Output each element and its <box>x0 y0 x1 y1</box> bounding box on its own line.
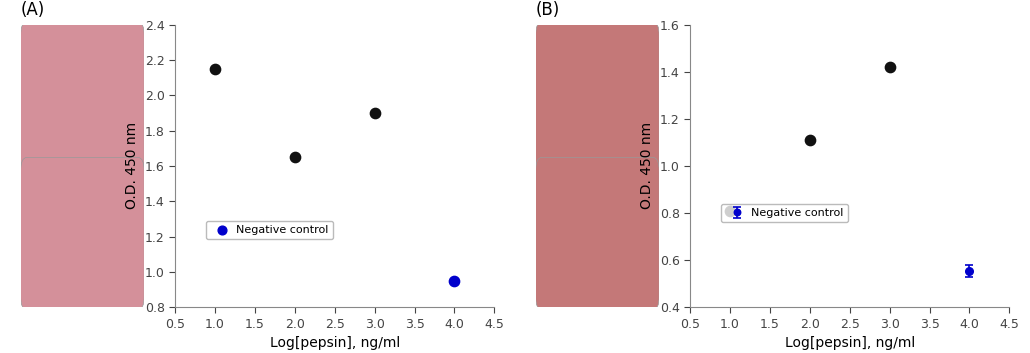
Negative control <box>446 278 462 283</box>
Point <box>207 66 224 72</box>
FancyBboxPatch shape <box>21 22 144 174</box>
FancyBboxPatch shape <box>21 157 144 310</box>
FancyBboxPatch shape <box>536 157 659 310</box>
Point <box>801 137 818 143</box>
FancyBboxPatch shape <box>536 22 659 174</box>
Point <box>286 154 303 160</box>
Text: (A): (A) <box>21 1 45 19</box>
Y-axis label: O.D. 450 nm: O.D. 450 nm <box>640 122 654 209</box>
X-axis label: Log[pepsin], ng/ml: Log[pepsin], ng/ml <box>270 336 400 350</box>
Y-axis label: O.D. 450 nm: O.D. 450 nm <box>125 122 139 209</box>
Legend: Negative control: Negative control <box>206 221 333 239</box>
Legend: Negative control: Negative control <box>721 204 848 222</box>
X-axis label: Log[pepsin], ng/ml: Log[pepsin], ng/ml <box>785 336 915 350</box>
Point <box>722 208 739 214</box>
Point <box>882 64 898 70</box>
Point <box>367 110 383 116</box>
Text: (B): (B) <box>536 1 560 19</box>
